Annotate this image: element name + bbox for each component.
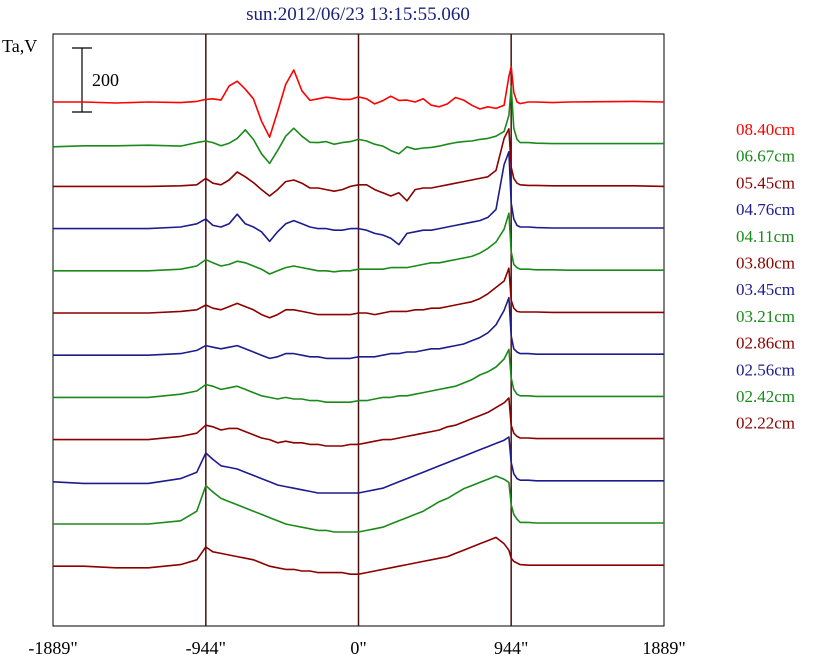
series-line	[53, 475, 664, 533]
legend-entry: 08.40cm	[736, 120, 795, 139]
series-line	[52, 436, 664, 494]
legend-entry: 02.56cm	[736, 360, 795, 379]
legend-entry: 04.11cm	[736, 227, 794, 246]
series-line	[53, 397, 664, 447]
legend-entry: 02.86cm	[736, 334, 795, 353]
series-line	[53, 536, 664, 576]
reference-lines	[205, 34, 512, 626]
chart-title: sun:2012/06/23 13:15:55.060	[246, 4, 470, 25]
x-tick-label: -1889"	[28, 638, 77, 658]
y-axis-label: Ta,V	[2, 36, 37, 56]
series-line	[53, 212, 664, 275]
legend-entry: 02.22cm	[736, 414, 795, 433]
series-group	[52, 66, 665, 576]
x-tick-labels: -1889" -944" 0" 944" 1889"	[28, 638, 685, 658]
legend-entry: 05.45cm	[736, 173, 795, 192]
series-line	[53, 267, 664, 319]
x-tick-label: 944"	[494, 638, 528, 658]
scale-bar-label: 200	[92, 70, 119, 90]
legend-entry: 02.42cm	[736, 387, 795, 406]
series-line	[53, 151, 664, 246]
series-line	[52, 85, 664, 165]
x-tick-label: 0"	[350, 638, 366, 658]
legend-entry: 03.21cm	[736, 307, 795, 326]
legend-entry: 03.45cm	[736, 280, 795, 299]
series-line	[53, 348, 664, 404]
x-tick-label: -944"	[186, 638, 226, 658]
x-tick-label: 1889"	[642, 638, 685, 658]
series-line	[53, 128, 665, 202]
series-line	[53, 296, 664, 360]
legend: 08.40cm 06.67cm 05.45cm 04.76cm 04.11cm 03.80…	[736, 120, 795, 433]
legend-entry: 06.67cm	[736, 147, 795, 166]
legend-entry: 04.76cm	[736, 200, 795, 219]
series-line	[53, 66, 665, 138]
legend-entry: 03.80cm	[736, 254, 795, 273]
